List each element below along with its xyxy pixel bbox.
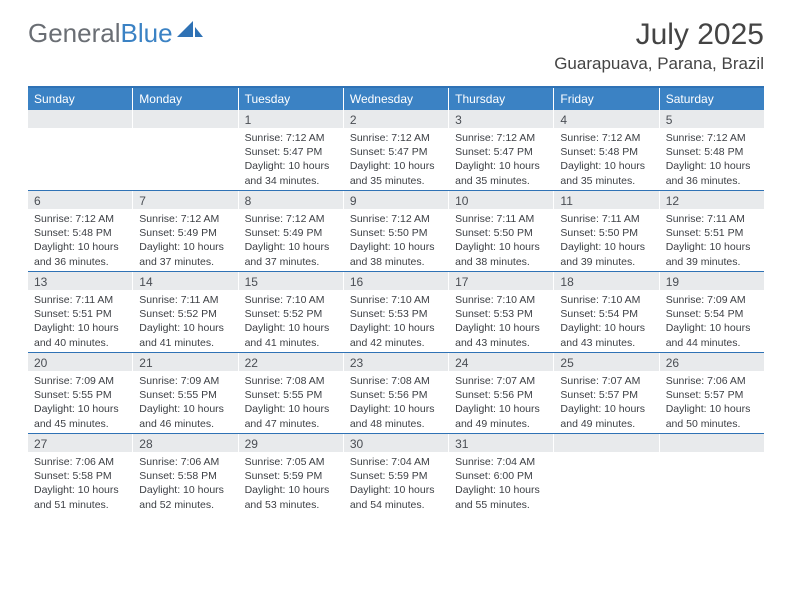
weekday-header: Tuesday: [239, 88, 344, 110]
day-cell: Sunrise: 7:12 AMSunset: 5:47 PMDaylight:…: [239, 128, 344, 190]
day-number: 5: [660, 110, 764, 128]
day-number: 19: [660, 272, 764, 290]
day-cell: Sunrise: 7:12 AMSunset: 5:50 PMDaylight:…: [344, 209, 449, 271]
day-cell: Sunrise: 7:11 AMSunset: 5:50 PMDaylight:…: [554, 209, 659, 271]
day-number: 28: [133, 434, 238, 452]
day-number: 2: [344, 110, 449, 128]
day-cell: Sunrise: 7:08 AMSunset: 5:55 PMDaylight:…: [239, 371, 344, 433]
day-cell: Sunrise: 7:12 AMSunset: 5:48 PMDaylight:…: [660, 128, 764, 190]
day-number: 9: [344, 191, 449, 209]
day-cell: Sunrise: 7:06 AMSunset: 5:58 PMDaylight:…: [133, 452, 238, 514]
day-cell: Sunrise: 7:11 AMSunset: 5:52 PMDaylight:…: [133, 290, 238, 352]
day-cell: Sunrise: 7:09 AMSunset: 5:54 PMDaylight:…: [660, 290, 764, 352]
day-cell: Sunrise: 7:10 AMSunset: 5:53 PMDaylight:…: [344, 290, 449, 352]
day-number: 26: [660, 353, 764, 371]
day-cell: Sunrise: 7:07 AMSunset: 5:57 PMDaylight:…: [554, 371, 659, 433]
day-cell: Sunrise: 7:06 AMSunset: 5:58 PMDaylight:…: [28, 452, 133, 514]
day-cell: Sunrise: 7:06 AMSunset: 5:57 PMDaylight:…: [660, 371, 764, 433]
day-number: [554, 434, 659, 452]
day-body-row: Sunrise: 7:11 AMSunset: 5:51 PMDaylight:…: [28, 290, 764, 352]
day-number: 3: [449, 110, 554, 128]
day-number: 30: [344, 434, 449, 452]
day-number-row: 13141516171819: [28, 272, 764, 290]
weekday-header-row: SundayMondayTuesdayWednesdayThursdayFrid…: [28, 88, 764, 110]
day-body-row: Sunrise: 7:12 AMSunset: 5:47 PMDaylight:…: [28, 128, 764, 190]
day-number: 21: [133, 353, 238, 371]
day-cell: Sunrise: 7:11 AMSunset: 5:50 PMDaylight:…: [449, 209, 554, 271]
day-cell: Sunrise: 7:07 AMSunset: 5:56 PMDaylight:…: [449, 371, 554, 433]
day-cell: Sunrise: 7:10 AMSunset: 5:54 PMDaylight:…: [554, 290, 659, 352]
day-number-row: 20212223242526: [28, 353, 764, 371]
day-number: 20: [28, 353, 133, 371]
day-number: 24: [449, 353, 554, 371]
day-cell: Sunrise: 7:04 AMSunset: 6:00 PMDaylight:…: [449, 452, 554, 514]
day-cell: Sunrise: 7:10 AMSunset: 5:53 PMDaylight:…: [449, 290, 554, 352]
weekday-header: Wednesday: [344, 88, 449, 110]
day-number: 6: [28, 191, 133, 209]
logo-sail-icon: [177, 15, 203, 46]
month-title: July 2025: [554, 18, 764, 52]
day-cell: Sunrise: 7:12 AMSunset: 5:49 PMDaylight:…: [239, 209, 344, 271]
day-body-row: Sunrise: 7:06 AMSunset: 5:58 PMDaylight:…: [28, 452, 764, 514]
logo-text-1: General: [28, 18, 121, 49]
day-number-row: 6789101112: [28, 191, 764, 209]
title-block: July 2025 Guarapuava, Parana, Brazil: [554, 18, 764, 74]
day-cell: Sunrise: 7:09 AMSunset: 5:55 PMDaylight:…: [28, 371, 133, 433]
day-body-row: Sunrise: 7:09 AMSunset: 5:55 PMDaylight:…: [28, 371, 764, 433]
day-cell: Sunrise: 7:12 AMSunset: 5:47 PMDaylight:…: [449, 128, 554, 190]
day-number: 16: [344, 272, 449, 290]
day-cell: [660, 452, 764, 514]
day-number-row: 2728293031: [28, 434, 764, 452]
day-cell: Sunrise: 7:08 AMSunset: 5:56 PMDaylight:…: [344, 371, 449, 433]
location-text: Guarapuava, Parana, Brazil: [554, 54, 764, 74]
weekday-header: Thursday: [449, 88, 554, 110]
day-cell: Sunrise: 7:05 AMSunset: 5:59 PMDaylight:…: [239, 452, 344, 514]
calendar-grid: SundayMondayTuesdayWednesdayThursdayFrid…: [28, 86, 764, 514]
weekday-header: Saturday: [660, 88, 764, 110]
day-cell: [133, 128, 238, 190]
day-number: 1: [239, 110, 344, 128]
day-number: 11: [554, 191, 659, 209]
day-number: 17: [449, 272, 554, 290]
day-number: [28, 110, 133, 128]
day-number: 13: [28, 272, 133, 290]
day-number: 27: [28, 434, 133, 452]
day-number: 31: [449, 434, 554, 452]
day-number: 8: [239, 191, 344, 209]
page-header: GeneralBlue July 2025 Guarapuava, Parana…: [0, 0, 792, 78]
day-number: 29: [239, 434, 344, 452]
day-number: 10: [449, 191, 554, 209]
day-cell: Sunrise: 7:04 AMSunset: 5:59 PMDaylight:…: [344, 452, 449, 514]
logo-text-2: Blue: [121, 18, 173, 49]
day-number: [133, 110, 238, 128]
day-number: 14: [133, 272, 238, 290]
day-cell: Sunrise: 7:12 AMSunset: 5:47 PMDaylight:…: [344, 128, 449, 190]
logo: GeneralBlue: [28, 18, 203, 49]
weekday-header: Monday: [133, 88, 238, 110]
day-cell: Sunrise: 7:09 AMSunset: 5:55 PMDaylight:…: [133, 371, 238, 433]
day-cell: [28, 128, 133, 190]
day-cell: Sunrise: 7:12 AMSunset: 5:48 PMDaylight:…: [554, 128, 659, 190]
day-number: 23: [344, 353, 449, 371]
day-cell: Sunrise: 7:12 AMSunset: 5:49 PMDaylight:…: [133, 209, 238, 271]
day-number: 22: [239, 353, 344, 371]
day-number: 4: [554, 110, 659, 128]
day-cell: Sunrise: 7:11 AMSunset: 5:51 PMDaylight:…: [28, 290, 133, 352]
day-number-row: 12345: [28, 110, 764, 128]
weekday-header: Friday: [554, 88, 659, 110]
day-number: 15: [239, 272, 344, 290]
weekday-header: Sunday: [28, 88, 133, 110]
day-number: 18: [554, 272, 659, 290]
day-cell: Sunrise: 7:11 AMSunset: 5:51 PMDaylight:…: [660, 209, 764, 271]
day-body-row: Sunrise: 7:12 AMSunset: 5:48 PMDaylight:…: [28, 209, 764, 271]
day-number: 25: [554, 353, 659, 371]
day-number: 7: [133, 191, 238, 209]
day-cell: [554, 452, 659, 514]
day-number: 12: [660, 191, 764, 209]
day-cell: Sunrise: 7:10 AMSunset: 5:52 PMDaylight:…: [239, 290, 344, 352]
day-number: [660, 434, 764, 452]
day-cell: Sunrise: 7:12 AMSunset: 5:48 PMDaylight:…: [28, 209, 133, 271]
